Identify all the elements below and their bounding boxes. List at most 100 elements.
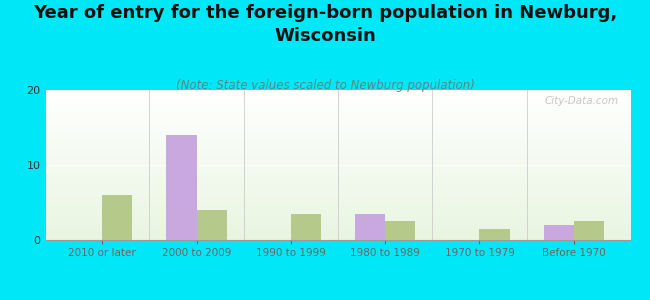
Bar	[46, 122, 630, 123]
Bar	[46, 192, 630, 194]
Bar	[46, 198, 630, 200]
Bar	[46, 102, 630, 104]
Bar	[46, 146, 630, 147]
Bar	[46, 128, 630, 129]
Bar	[46, 214, 630, 216]
Bar	[46, 147, 630, 148]
Bar	[46, 144, 630, 146]
Bar	[166, 135, 196, 240]
Bar	[46, 156, 630, 158]
Bar	[46, 150, 630, 152]
Bar	[46, 216, 630, 218]
Bar	[46, 130, 630, 132]
Bar	[46, 148, 630, 150]
Bar	[46, 141, 630, 142]
Bar	[46, 138, 630, 140]
Bar	[46, 210, 630, 212]
Bar	[46, 184, 630, 186]
Bar	[46, 90, 630, 92]
Bar	[46, 162, 630, 164]
Bar	[46, 208, 630, 210]
Bar	[196, 210, 227, 240]
Bar	[46, 123, 630, 124]
Bar	[46, 118, 630, 120]
Bar	[46, 99, 630, 100]
Bar	[46, 219, 630, 220]
Bar	[46, 218, 630, 219]
Bar	[46, 164, 630, 165]
Bar	[46, 225, 630, 226]
Bar	[46, 154, 630, 156]
Bar	[46, 183, 630, 184]
Bar	[102, 195, 133, 240]
Bar	[46, 129, 630, 130]
Bar	[46, 206, 630, 207]
Bar	[46, 136, 630, 138]
Bar	[46, 190, 630, 192]
Bar	[480, 229, 510, 240]
Bar	[46, 110, 630, 111]
Bar	[355, 214, 385, 240]
Bar	[574, 221, 604, 240]
Bar	[46, 92, 630, 93]
Bar	[46, 169, 630, 171]
Text: City-Data.com: City-Data.com	[545, 96, 619, 106]
Bar	[46, 140, 630, 141]
Bar	[46, 117, 630, 118]
Bar	[46, 142, 630, 144]
Bar	[543, 225, 574, 240]
Bar	[46, 167, 630, 168]
Bar	[46, 160, 630, 162]
Bar	[46, 176, 630, 177]
Bar	[46, 165, 630, 166]
Bar	[46, 106, 630, 108]
Bar	[46, 103, 630, 105]
Bar	[46, 232, 630, 234]
Bar	[46, 96, 630, 98]
Bar	[46, 98, 630, 99]
Bar	[46, 213, 630, 214]
Bar	[46, 237, 630, 238]
Bar	[46, 158, 630, 159]
Bar	[46, 234, 630, 236]
Bar	[46, 172, 630, 174]
Bar	[46, 100, 630, 102]
Bar	[46, 236, 630, 237]
Bar	[291, 214, 321, 240]
Legend: Newburg, Wisconsin: Newburg, Wisconsin	[242, 298, 434, 300]
Bar	[46, 228, 630, 230]
Bar	[46, 116, 630, 117]
Bar	[46, 108, 630, 110]
Bar	[46, 188, 630, 189]
Bar	[46, 153, 630, 154]
Bar	[46, 168, 630, 170]
Bar	[46, 220, 630, 222]
Bar	[46, 230, 630, 231]
Bar	[46, 194, 630, 195]
Text: Year of entry for the foreign-born population in Newburg,
Wisconsin: Year of entry for the foreign-born popul…	[33, 4, 617, 45]
Bar	[46, 174, 630, 176]
Bar	[46, 180, 630, 182]
Bar	[46, 202, 630, 204]
Bar	[46, 204, 630, 206]
Bar	[46, 132, 630, 134]
Bar	[46, 212, 630, 213]
Bar	[46, 200, 630, 201]
Bar	[46, 226, 630, 228]
Bar	[46, 105, 630, 106]
Bar	[46, 120, 630, 122]
Bar	[46, 171, 630, 172]
Bar	[46, 159, 630, 160]
Text: (Note: State values scaled to Newburg population): (Note: State values scaled to Newburg po…	[176, 80, 474, 92]
Bar	[46, 93, 630, 94]
Bar	[46, 152, 630, 153]
Bar	[385, 221, 415, 240]
Bar	[46, 224, 630, 225]
Bar	[46, 135, 630, 136]
Bar	[46, 195, 630, 196]
Bar	[46, 178, 630, 180]
Bar	[46, 231, 630, 232]
Bar	[46, 177, 630, 178]
Bar	[46, 189, 630, 190]
Bar	[46, 201, 630, 202]
